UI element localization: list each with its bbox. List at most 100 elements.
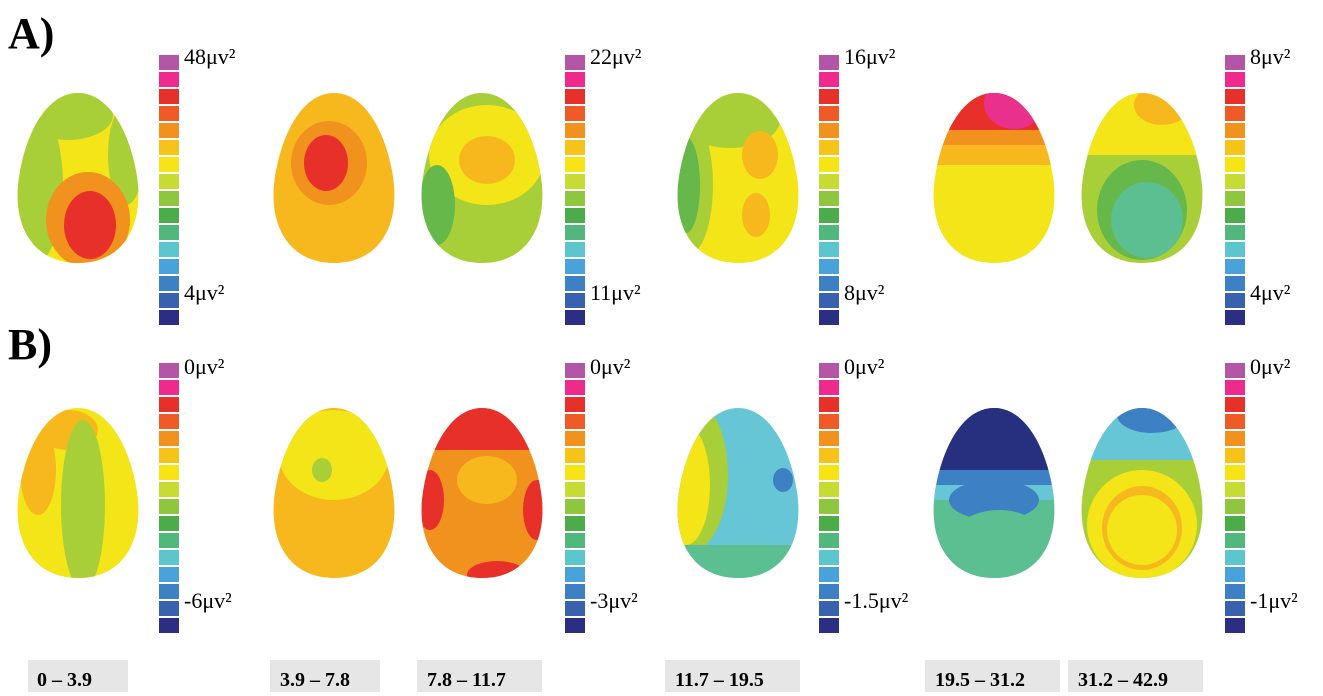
band-label-bg-5	[1068, 660, 1203, 692]
colorbar-swatch-a-2-1	[819, 72, 839, 87]
colorbar-swatch-b-1-12	[565, 567, 585, 582]
colorbar-swatch-b-0-7	[159, 482, 179, 497]
colorbar-swatch-b-3-5	[1225, 448, 1245, 463]
colorbar-swatch-a-3-4	[1225, 123, 1245, 138]
colorbar-swatch-a-2-0	[819, 55, 839, 70]
panel-label-a: A)	[8, 9, 54, 58]
colorbar-swatch-b-3-2	[1225, 397, 1245, 412]
colorbar-swatch-b-0-4	[159, 431, 179, 446]
colorbar-swatch-b-1-8	[565, 499, 585, 514]
colorbar-swatch-a-1-7	[565, 174, 585, 189]
colorbar-swatch-b-2-1	[819, 380, 839, 395]
colorbar-swatch-b-1-3	[565, 414, 585, 429]
colorbar-swatch-a-3-7	[1225, 174, 1245, 189]
colorbar-swatch-a-2-12	[819, 259, 839, 274]
colorbar-swatch-a-2-3	[819, 106, 839, 121]
colorbar-swatch-b-3-1	[1225, 380, 1245, 395]
colorbar-swatch-b-2-15	[819, 618, 839, 633]
scale-top-a-2: 16μv²	[844, 44, 896, 69]
colorbar-swatch-a-0-15	[159, 310, 179, 325]
colorbar-swatch-b-2-6	[819, 465, 839, 480]
colorbar-swatch-a-1-2	[565, 89, 585, 104]
scale-top-b-2: 0μv²	[844, 354, 885, 379]
colorbar-swatch-b-0-11	[159, 550, 179, 565]
colorbar-swatch-a-3-6	[1225, 157, 1245, 172]
colorbar-swatch-a-1-8	[565, 191, 585, 206]
colorbar-b-1	[565, 363, 585, 633]
colorbar-swatch-a-0-9	[159, 208, 179, 223]
colorbar-swatch-a-0-1	[159, 72, 179, 87]
colorbar-swatch-a-3-11	[1225, 242, 1245, 257]
colorbar-b-0	[159, 363, 179, 633]
colorbar-swatch-b-3-9	[1225, 516, 1245, 531]
colorbar-swatch-b-1-1	[565, 380, 585, 395]
colorbar-swatch-b-0-10	[159, 533, 179, 548]
colorbar-swatch-a-1-12	[565, 259, 585, 274]
colorbar-swatch-a-1-15	[565, 310, 585, 325]
colorbar-swatch-b-3-7	[1225, 482, 1245, 497]
colorbar-swatch-b-2-7	[819, 482, 839, 497]
colorbar-swatch-a-2-15	[819, 310, 839, 325]
head-map-b-5	[1081, 408, 1203, 578]
colorbar-swatch-a-1-3	[565, 106, 585, 121]
colorbar-swatch-b-0-6	[159, 465, 179, 480]
scale-bottom-a-2: 8μv²	[844, 280, 885, 305]
scale-bottom-b-0: -6μv²	[184, 588, 232, 613]
colorbar-swatch-b-0-5	[159, 448, 179, 463]
colorbar-swatch-a-0-12	[159, 259, 179, 274]
colorbar-swatch-a-0-6	[159, 157, 179, 172]
colorbar-swatch-a-3-8	[1225, 191, 1245, 206]
colorbar-swatch-b-2-5	[819, 448, 839, 463]
colorbar-swatch-b-0-1	[159, 380, 179, 395]
colorbar-swatch-a-0-4	[159, 123, 179, 138]
colorbar-swatch-b-1-0	[565, 363, 585, 378]
colorbar-swatch-b-2-13	[819, 584, 839, 599]
head-map-a-0	[17, 93, 139, 263]
colorbar-swatch-a-1-9	[565, 208, 585, 223]
head-map-a-2	[421, 93, 543, 263]
colorbar-a-0	[159, 55, 179, 325]
colorbar-swatch-b-3-13	[1225, 584, 1245, 599]
scale-bottom-b-1: -3μv²	[590, 588, 638, 613]
scale-bottom-a-0: 4μv²	[184, 280, 225, 305]
colorbar-swatch-b-1-10	[565, 533, 585, 548]
colorbar-swatch-b-3-10	[1225, 533, 1245, 548]
colorbar-swatch-a-0-0	[159, 55, 179, 70]
colorbar-swatch-b-2-11	[819, 550, 839, 565]
head-map-b-1	[273, 408, 395, 578]
scale-bottom-b-3: -1μv²	[1250, 588, 1298, 613]
colorbar-swatch-a-2-6	[819, 157, 839, 172]
colorbar-swatch-b-2-12	[819, 567, 839, 582]
colorbar-swatch-b-2-2	[819, 397, 839, 412]
colorbar-swatch-b-1-5	[565, 448, 585, 463]
band-label-5: 31.2 – 42.9	[1078, 669, 1168, 691]
colorbar-swatch-a-3-12	[1225, 259, 1245, 274]
colorbar-swatch-a-2-14	[819, 293, 839, 308]
colorbar-swatch-a-3-1	[1225, 72, 1245, 87]
colorbar-a-2	[819, 55, 839, 325]
colorbar-swatch-b-0-9	[159, 516, 179, 531]
colorbar-swatch-a-0-10	[159, 225, 179, 240]
scale-top-a-1: 22μv²	[590, 44, 642, 69]
colorbar-swatch-a-3-9	[1225, 208, 1245, 223]
colorbar-swatch-a-0-3	[159, 106, 179, 121]
colorbar-swatch-b-1-14	[565, 601, 585, 616]
colorbar-swatch-b-3-4	[1225, 431, 1245, 446]
colorbar-swatch-a-2-13	[819, 276, 839, 291]
colorbar-swatch-a-3-13	[1225, 276, 1245, 291]
colorbar-swatch-b-1-13	[565, 584, 585, 599]
band-label-bg-3	[665, 660, 800, 692]
colorbar-swatch-a-0-2	[159, 89, 179, 104]
colorbar-swatch-a-3-5	[1225, 140, 1245, 155]
band-label-3: 11.7 – 19.5	[675, 669, 764, 691]
band-label-1: 3.9 – 7.8	[280, 669, 350, 691]
scale-top-b-0: 0μv²	[184, 354, 225, 379]
colorbar-swatch-a-2-9	[819, 208, 839, 223]
head-map-a-5	[1081, 93, 1203, 263]
colorbar-swatch-a-1-11	[565, 242, 585, 257]
colorbar-swatch-b-3-15	[1225, 618, 1245, 633]
head-map-b-0	[17, 408, 139, 578]
band-label-bg-1	[270, 660, 380, 692]
colorbar-swatch-b-1-7	[565, 482, 585, 497]
scale-top-a-3: 8μv²	[1250, 44, 1291, 69]
